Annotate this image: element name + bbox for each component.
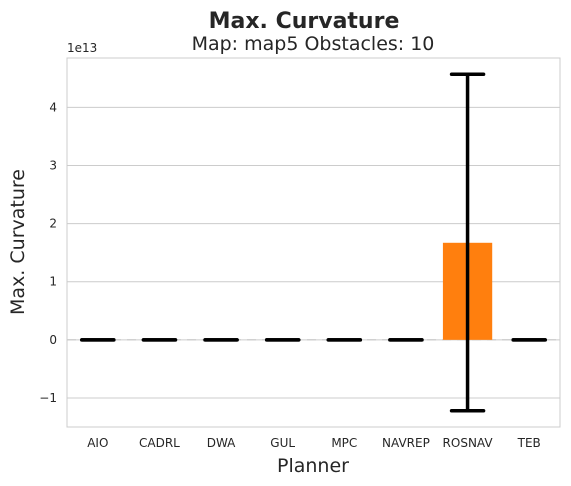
- x-axis-label: Planner: [277, 455, 349, 477]
- y-tick-label: 0: [49, 333, 57, 347]
- x-tick-label: AIO: [87, 436, 108, 450]
- x-tick-label: NAVREP: [382, 436, 430, 450]
- plot-area: [66, 57, 561, 428]
- y-tick-label: 1: [49, 275, 57, 289]
- y-tick-label: 3: [49, 159, 57, 173]
- chart-title: Map: map5 Obstacles: 10: [192, 33, 435, 55]
- y-tick-labels: −1 0 1 2 3 4: [39, 100, 57, 405]
- x-tick-label: DWA: [207, 436, 236, 450]
- y-tick-label: 2: [49, 217, 57, 231]
- x-tick-label: GUL: [270, 436, 295, 450]
- y-tick-label: 4: [49, 100, 57, 114]
- y-offset-label: 1e13: [67, 41, 97, 55]
- x-tick-label: ROSNAV: [443, 436, 494, 450]
- y-tick-label: −1: [39, 391, 57, 405]
- x-tick-label: MPC: [331, 436, 357, 450]
- x-tick-label: TEB: [517, 436, 541, 450]
- x-tick-label: CADRL: [139, 436, 180, 450]
- error-bar-rosnav: [449, 72, 486, 413]
- error-bars: [80, 72, 547, 413]
- plot-frame: [66, 57, 561, 428]
- x-tick-labels: AIO CADRL DWA GUL MPC NAVREP ROSNAV TEB: [87, 436, 541, 450]
- chart-suptitle: Max. Curvature: [209, 9, 400, 34]
- y-axis-label: Max. Curvature: [7, 169, 29, 315]
